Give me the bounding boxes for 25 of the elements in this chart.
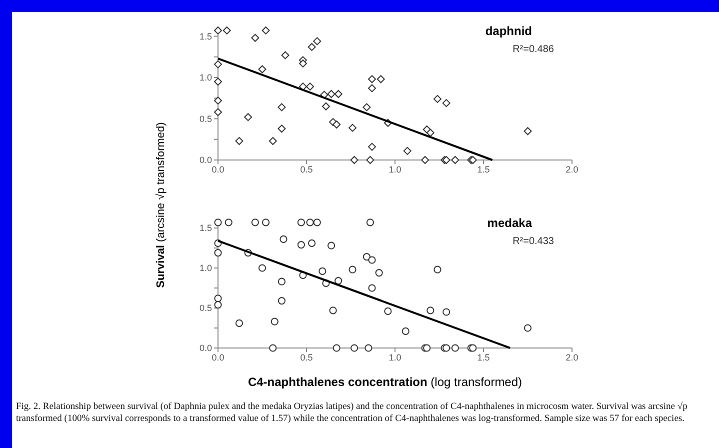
x-axis-title: C4-naphthalenes concentration (log transformed): [248, 375, 522, 389]
annotation: R²=0.486: [512, 44, 554, 55]
y-axis-title: Survival (arcsine √p transformed): [155, 122, 167, 288]
y-tick-label: 0.0: [199, 343, 212, 354]
annotation: R²=0.433: [512, 236, 554, 247]
y-tick-label: 0.5: [199, 114, 212, 124]
caption: Fig. 2. Relationship between survival (of Daphnia pulex and the medaka Oryzias latipes) and the concentration of C4-naphthalenes in microcosm water. Survival was arcsine √p transformed (100% survival corresponds to a transformed value of 1.57) while the concentration of C4-naphthalenes was log-transformed. Sample size was 57 for each species.: [16, 401, 688, 425]
x-tick-label: 2.0: [566, 352, 578, 362]
y-tick-label: 1.0: [199, 72, 212, 83]
x-tick-label: 0.5: [300, 164, 313, 174]
y-tick-label: 0.5: [199, 303, 212, 314]
x-tick-label: 1.0: [388, 352, 402, 362]
x-tick-label: 1.5: [477, 352, 490, 362]
y-tick-label: 1.5: [199, 31, 212, 42]
chart-title: daphnid: [485, 24, 532, 38]
x-tick-label: 0.0: [212, 164, 224, 174]
x-tick-label: 0.0: [212, 352, 224, 362]
x-tick-label: 1.0: [388, 164, 402, 174]
x-tick-label: 2.0: [566, 164, 578, 174]
chart-title: medaka: [487, 216, 532, 230]
y-tick-label: 0.0: [199, 155, 212, 166]
x-tick-label: 1.5: [477, 164, 490, 174]
y-tick-label: 1.0: [199, 263, 212, 274]
y-tick-label: 1.5: [199, 223, 212, 234]
x-tick-label: 0.5: [300, 352, 313, 362]
